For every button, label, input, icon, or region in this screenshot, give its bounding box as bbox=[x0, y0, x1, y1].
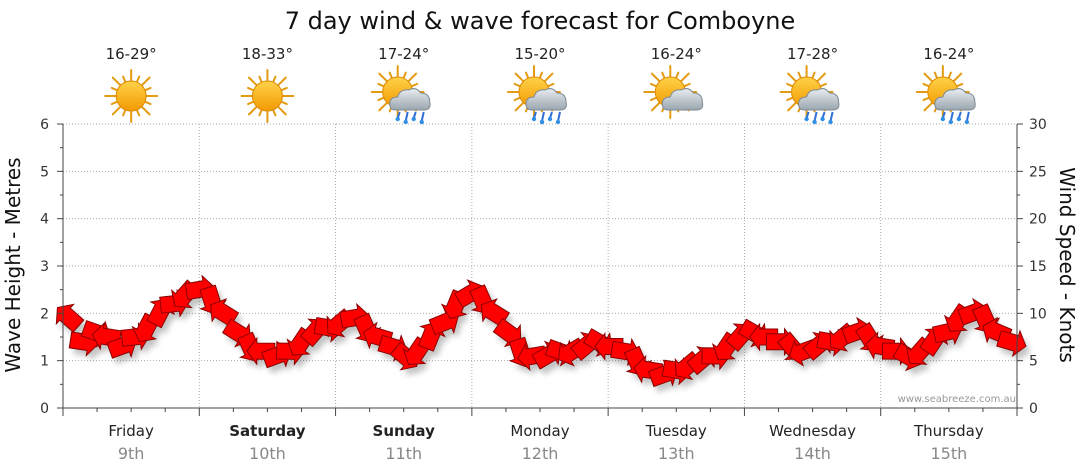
y-tick-label-left: 4 bbox=[40, 212, 49, 228]
y-tick-label-right: 0 bbox=[1029, 401, 1038, 417]
sun-cloud-rain-icon bbox=[779, 65, 840, 125]
y-tick-label-left: 6 bbox=[40, 117, 49, 133]
y-axis-right-label: Wind Speed - Knots bbox=[1055, 167, 1079, 363]
temp-range-label: 17-24° bbox=[378, 45, 429, 63]
temp-range-label: 17-28° bbox=[787, 45, 838, 63]
date-label: 14th bbox=[794, 444, 831, 463]
date-label: 13th bbox=[658, 444, 695, 463]
day-label: Wednesday bbox=[769, 422, 856, 440]
date-label: 15th bbox=[930, 444, 967, 463]
y-tick-label-right: 30 bbox=[1029, 117, 1047, 133]
date-label: 9th bbox=[118, 444, 145, 463]
sun-cloud-rain-icon bbox=[370, 65, 431, 125]
y-tick-label-right: 25 bbox=[1029, 164, 1047, 180]
axes: 0 1 2 3 4 5 6 0 5 10 15 20 25 30 bbox=[40, 117, 1047, 417]
y-tick-label-left: 5 bbox=[40, 164, 49, 180]
day-label: Monday bbox=[510, 422, 569, 440]
sun-icon bbox=[104, 69, 159, 123]
temp-range-label: 16-24° bbox=[651, 45, 702, 63]
wind-arrows bbox=[55, 274, 1027, 388]
y-tick-label-right: 20 bbox=[1029, 212, 1047, 228]
date-label: 11th bbox=[385, 444, 422, 463]
day-forecast-headers: Friday 9th 16-29° Saturday 10th 18-33° Sunday 1… bbox=[104, 45, 984, 463]
temp-range-label: 16-29° bbox=[106, 45, 157, 63]
sun-cloud-icon bbox=[643, 65, 704, 119]
day-label: Saturday bbox=[229, 422, 306, 440]
sun-icon bbox=[240, 69, 295, 123]
day-label: Friday bbox=[108, 422, 154, 440]
wind-series bbox=[55, 274, 1030, 393]
y-axis-left-label: Wave Height - Metres bbox=[1, 157, 25, 372]
y-tick-label-left: 2 bbox=[40, 306, 49, 322]
temp-range-label: 16-24° bbox=[923, 45, 974, 63]
y-tick-label-left: 0 bbox=[40, 401, 49, 417]
credit-text: www.seabreeze.com.au bbox=[898, 394, 1016, 405]
y-tick-label-right: 5 bbox=[1029, 354, 1038, 370]
temp-range-label: 15-20° bbox=[514, 45, 565, 63]
sun-cloud-rain-icon bbox=[915, 65, 976, 125]
plot-area: 0 1 2 3 4 5 6 0 5 10 15 20 25 30 bbox=[40, 117, 1047, 417]
day-label: Sunday bbox=[373, 422, 436, 440]
temp-range-label: 18-33° bbox=[242, 45, 293, 63]
day-label: Tuesday bbox=[645, 422, 707, 440]
y-tick-label-right: 10 bbox=[1029, 306, 1047, 322]
date-label: 12th bbox=[522, 444, 559, 463]
chart-title: 7 day wind & wave forecast for Comboyne bbox=[285, 7, 796, 35]
y-tick-label-left: 3 bbox=[40, 259, 49, 275]
y-tick-label-right: 15 bbox=[1029, 259, 1047, 275]
sun-cloud-rain-icon bbox=[507, 65, 567, 125]
day-label: Thursday bbox=[913, 422, 984, 440]
y-tick-label-left: 1 bbox=[40, 354, 49, 370]
date-label: 10th bbox=[249, 444, 286, 463]
